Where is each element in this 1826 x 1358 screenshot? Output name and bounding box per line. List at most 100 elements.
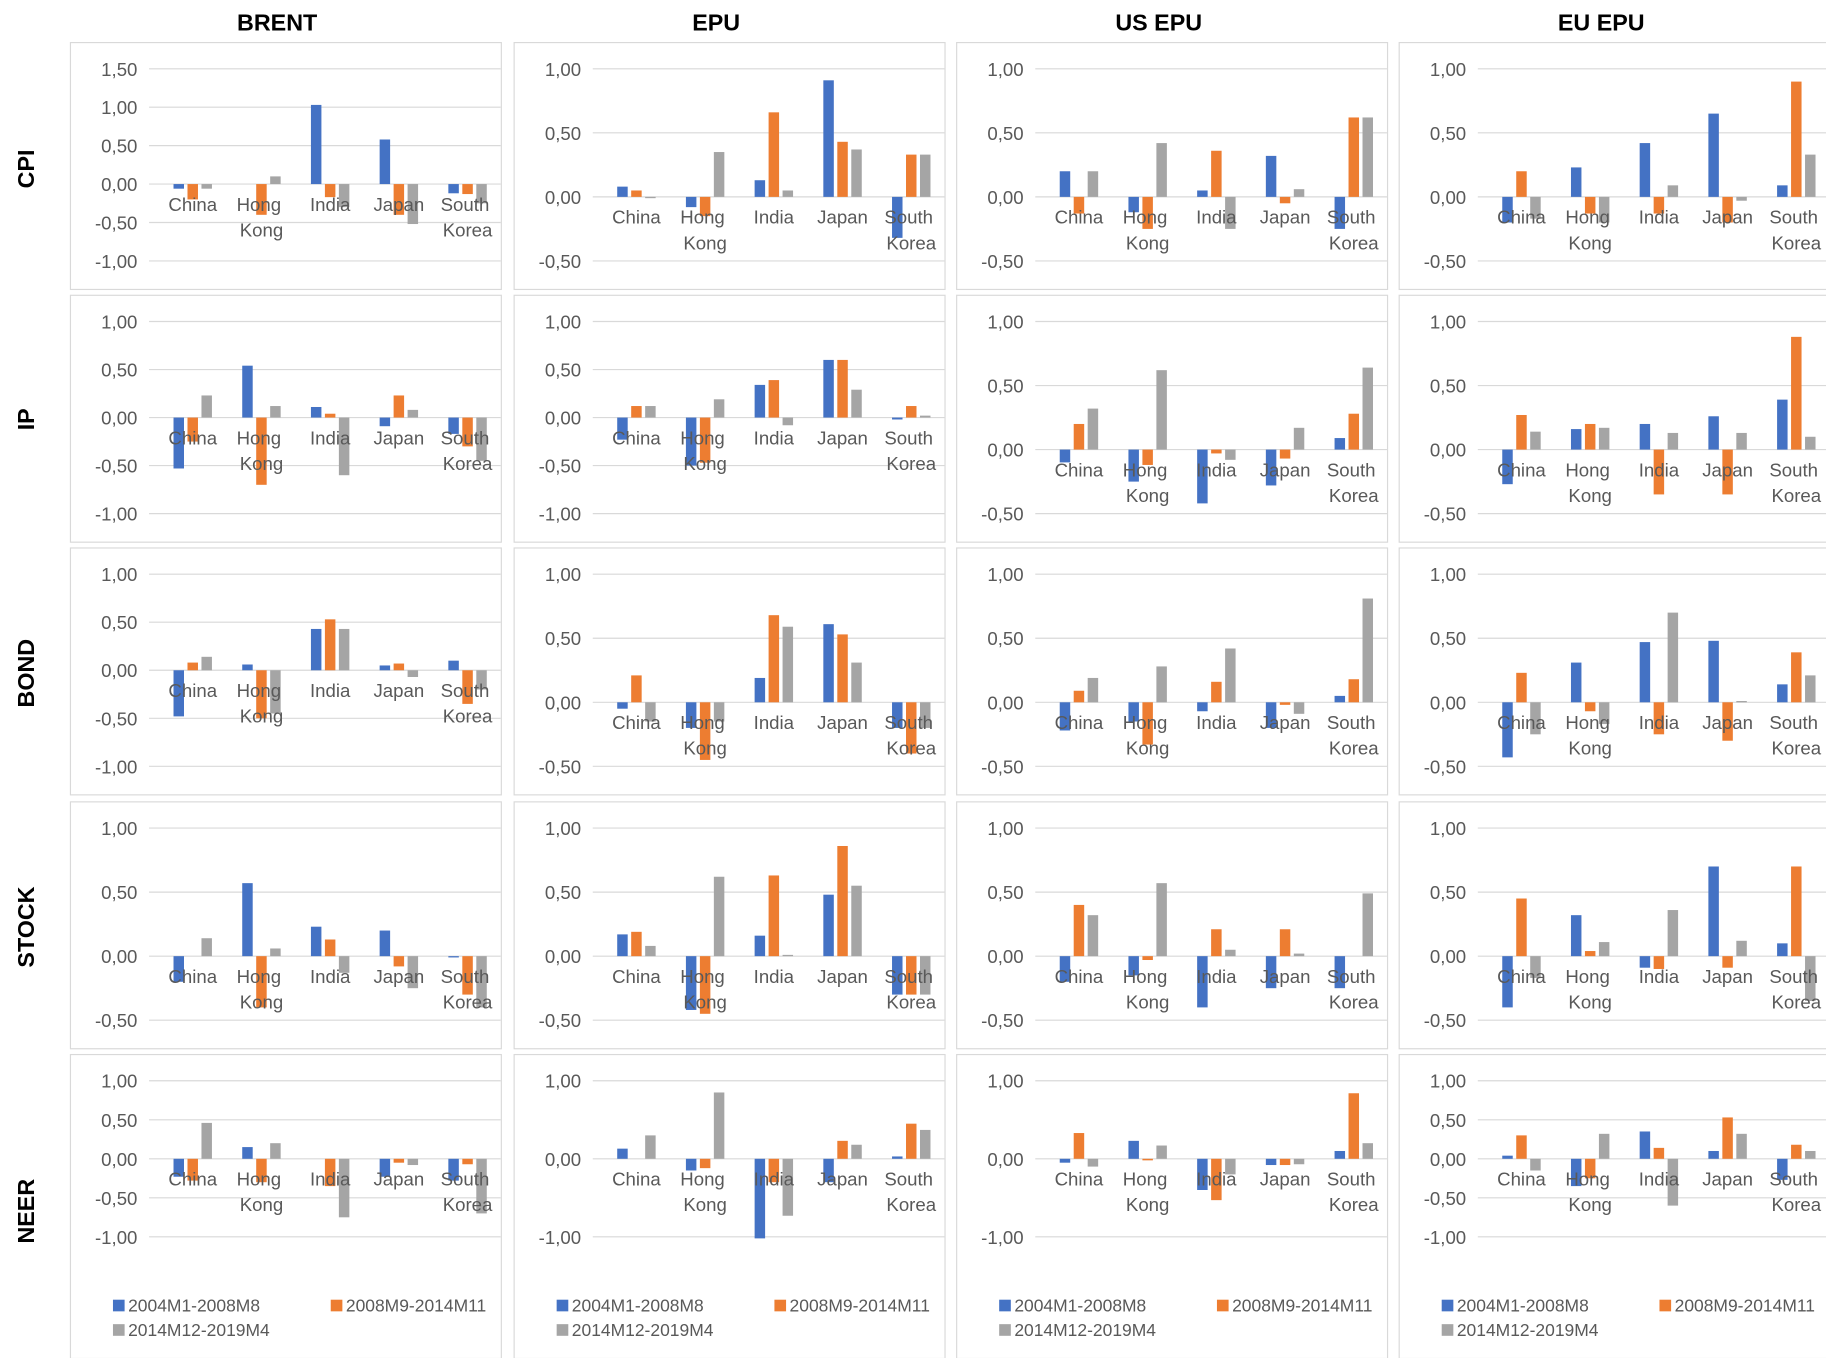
bar [782,1158,794,1216]
bar [1225,648,1236,703]
bar [892,956,903,995]
x-tick-label: Hong Kong [1123,966,1173,1013]
y-tick-label: -0,50 [981,504,1023,525]
bar [1777,684,1788,703]
bar [837,141,848,197]
y-tick-label: 0,50 [545,882,581,903]
bar [631,931,642,957]
bar [1502,449,1513,485]
bar [270,1143,281,1159]
y-tick-label: 0,00 [1430,946,1466,967]
bar [407,184,419,225]
bar [256,1158,267,1183]
bar [393,956,405,967]
bar [713,152,725,197]
bar [201,938,212,957]
y-tick-label: -0,50 [539,756,581,777]
bar [476,670,487,690]
bar [906,406,917,418]
bar [754,384,766,418]
x-tick-label: Hong Kong [237,427,287,474]
bar [1059,956,1071,982]
column-title: US EPU [1115,9,1202,35]
bar [906,1123,917,1159]
bar [1293,1158,1305,1165]
bar [1073,690,1085,703]
bar [379,1158,391,1177]
bar [407,956,419,989]
bar [1142,196,1153,229]
y-tick-label: -0,50 [95,1010,137,1031]
panel-border [1398,1053,1826,1358]
bar [685,196,697,208]
bar [379,665,391,671]
bar [919,154,931,197]
y-tick-label: 1,00 [101,818,137,839]
bar [1736,196,1747,201]
x-tick-label: India [1196,207,1237,228]
y-tick-label: 0,50 [101,360,137,381]
y-tick-label: 1,00 [101,311,137,332]
bar [919,956,931,995]
x-tick-label: Japan [1702,207,1753,228]
bar [1073,423,1085,450]
legend-label: 2004M1-2008M8 [128,1295,260,1315]
x-tick-label: Hong Kong [1565,966,1615,1013]
y-tick-label: 0,00 [545,187,581,208]
bar [837,634,848,703]
bar [462,417,473,447]
y-tick-label: 0,50 [1430,628,1466,649]
y-tick-label: 0,50 [1430,1110,1466,1131]
x-tick-label: Hong Kong [1565,1169,1615,1216]
bar [754,677,766,703]
x-tick-label: Hong Kong [680,207,730,254]
bar [407,1158,419,1166]
bar [1570,1158,1582,1187]
bar [1653,956,1665,969]
bar [1516,1135,1527,1159]
bar [242,1147,253,1159]
bar [631,406,642,418]
x-tick-label: Japan [373,966,424,987]
bar [1584,423,1596,450]
x-tick-label: Japan [817,207,868,228]
panel-border [956,1053,1389,1358]
x-tick-label: China [612,207,661,228]
bar [699,1158,711,1169]
y-tick-label: 0,50 [101,136,137,157]
bar [1279,196,1291,204]
x-tick-label: South Korea [1327,459,1381,506]
bar [1570,662,1582,703]
column-title: EPU [692,9,740,35]
y-tick-label: 0,00 [1430,1149,1466,1170]
x-tick-label: Japan [373,680,424,701]
bar [1708,113,1719,197]
bar [782,417,794,426]
bar [1722,196,1733,223]
x-tick-label: Japan [1260,966,1311,987]
panel-border [513,294,946,543]
bar [187,417,198,442]
y-tick-label: 0,50 [101,882,137,903]
x-tick-label: Hong Kong [1565,712,1615,759]
y-tick-label: 0,50 [1430,123,1466,144]
bar [1293,702,1305,714]
y-tick-label: -0,50 [95,212,137,233]
bar [407,409,419,418]
bar [768,112,780,197]
panel-border [1398,801,1826,1050]
bar [919,1129,931,1159]
x-tick-label: Japan [817,427,868,448]
y-tick-label: 1,00 [987,818,1023,839]
y-tick-label: -1,00 [539,1227,581,1248]
bar [1265,449,1277,486]
bar [1777,943,1788,957]
bar [1667,612,1679,703]
bar [1059,449,1071,463]
x-tick-label: Hong Kong [680,966,730,1013]
bar [837,845,848,957]
bar [256,417,267,485]
bar [1211,449,1222,454]
x-tick-label: Hong Kong [1123,1169,1173,1216]
legend-swatch [330,1299,343,1312]
